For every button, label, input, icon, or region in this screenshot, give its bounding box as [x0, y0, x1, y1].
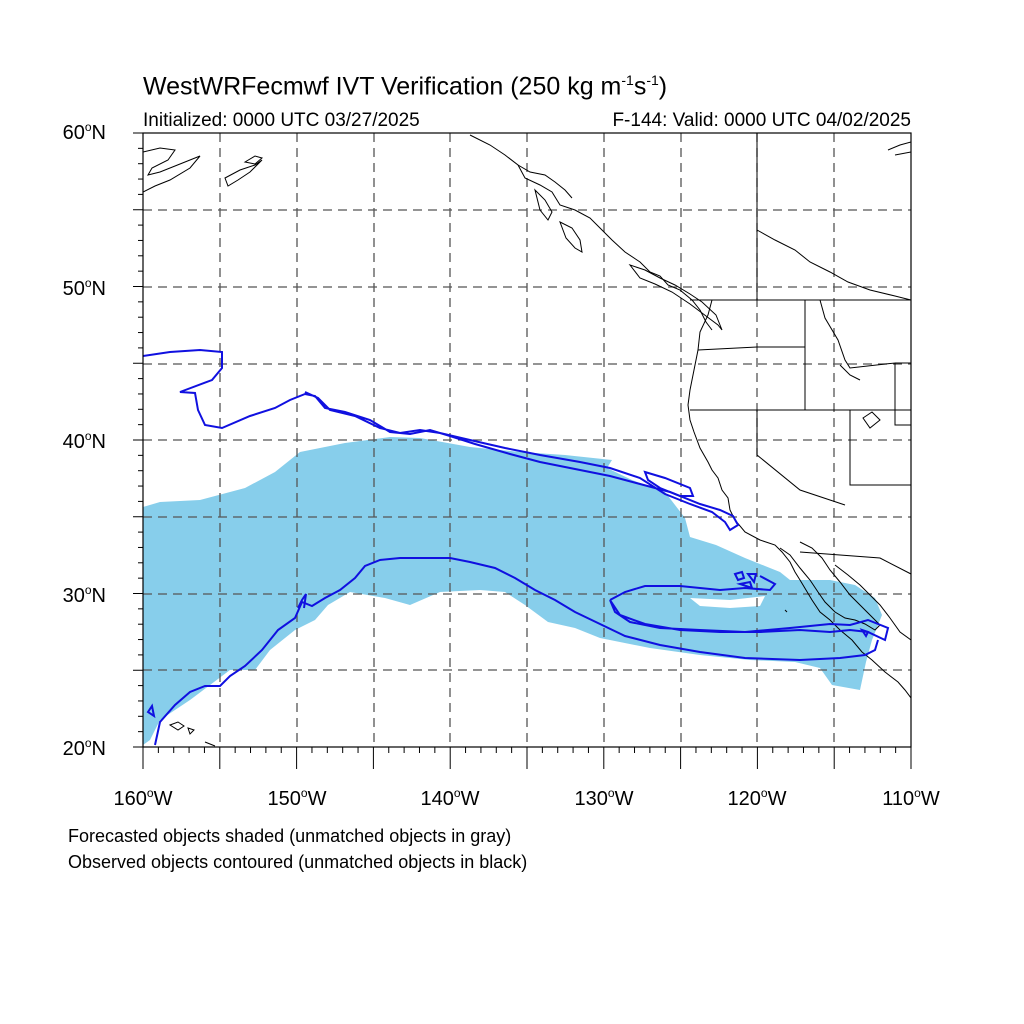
- observed-object-contour: [143, 348, 890, 746]
- lat-label-50: 50oN: [62, 276, 106, 300]
- lon-label-150: 150oW: [267, 786, 327, 810]
- observed-legend-note: Observed objects contoured (unmatched ob…: [68, 852, 528, 872]
- lon-label-120: 120oW: [727, 786, 787, 810]
- lat-label-20: 20oN: [62, 736, 106, 760]
- initialized-label: Initialized: 0000 UTC 03/27/2025: [143, 110, 420, 131]
- valid-time-label: F-144: Valid: 0000 UTC 04/02/2025: [612, 110, 911, 131]
- lon-label-160: 160oW: [113, 786, 173, 810]
- lat-label-60: 60oN: [62, 120, 106, 144]
- coastline: [143, 133, 911, 747]
- lon-label-130: 130oW: [574, 786, 634, 810]
- lon-label-140: 140oW: [420, 786, 480, 810]
- lat-label-40: 40oN: [62, 429, 106, 453]
- forecast-legend-note: Forecasted objects shaded (unmatched obj…: [68, 826, 512, 846]
- lon-label-110: 110oW: [882, 786, 940, 810]
- lat-label-30: 30oN: [62, 583, 106, 607]
- forecast-object-shading: [143, 437, 882, 745]
- map-title: WestWRFecmwf IVT Verification (250 kg m-…: [143, 72, 668, 101]
